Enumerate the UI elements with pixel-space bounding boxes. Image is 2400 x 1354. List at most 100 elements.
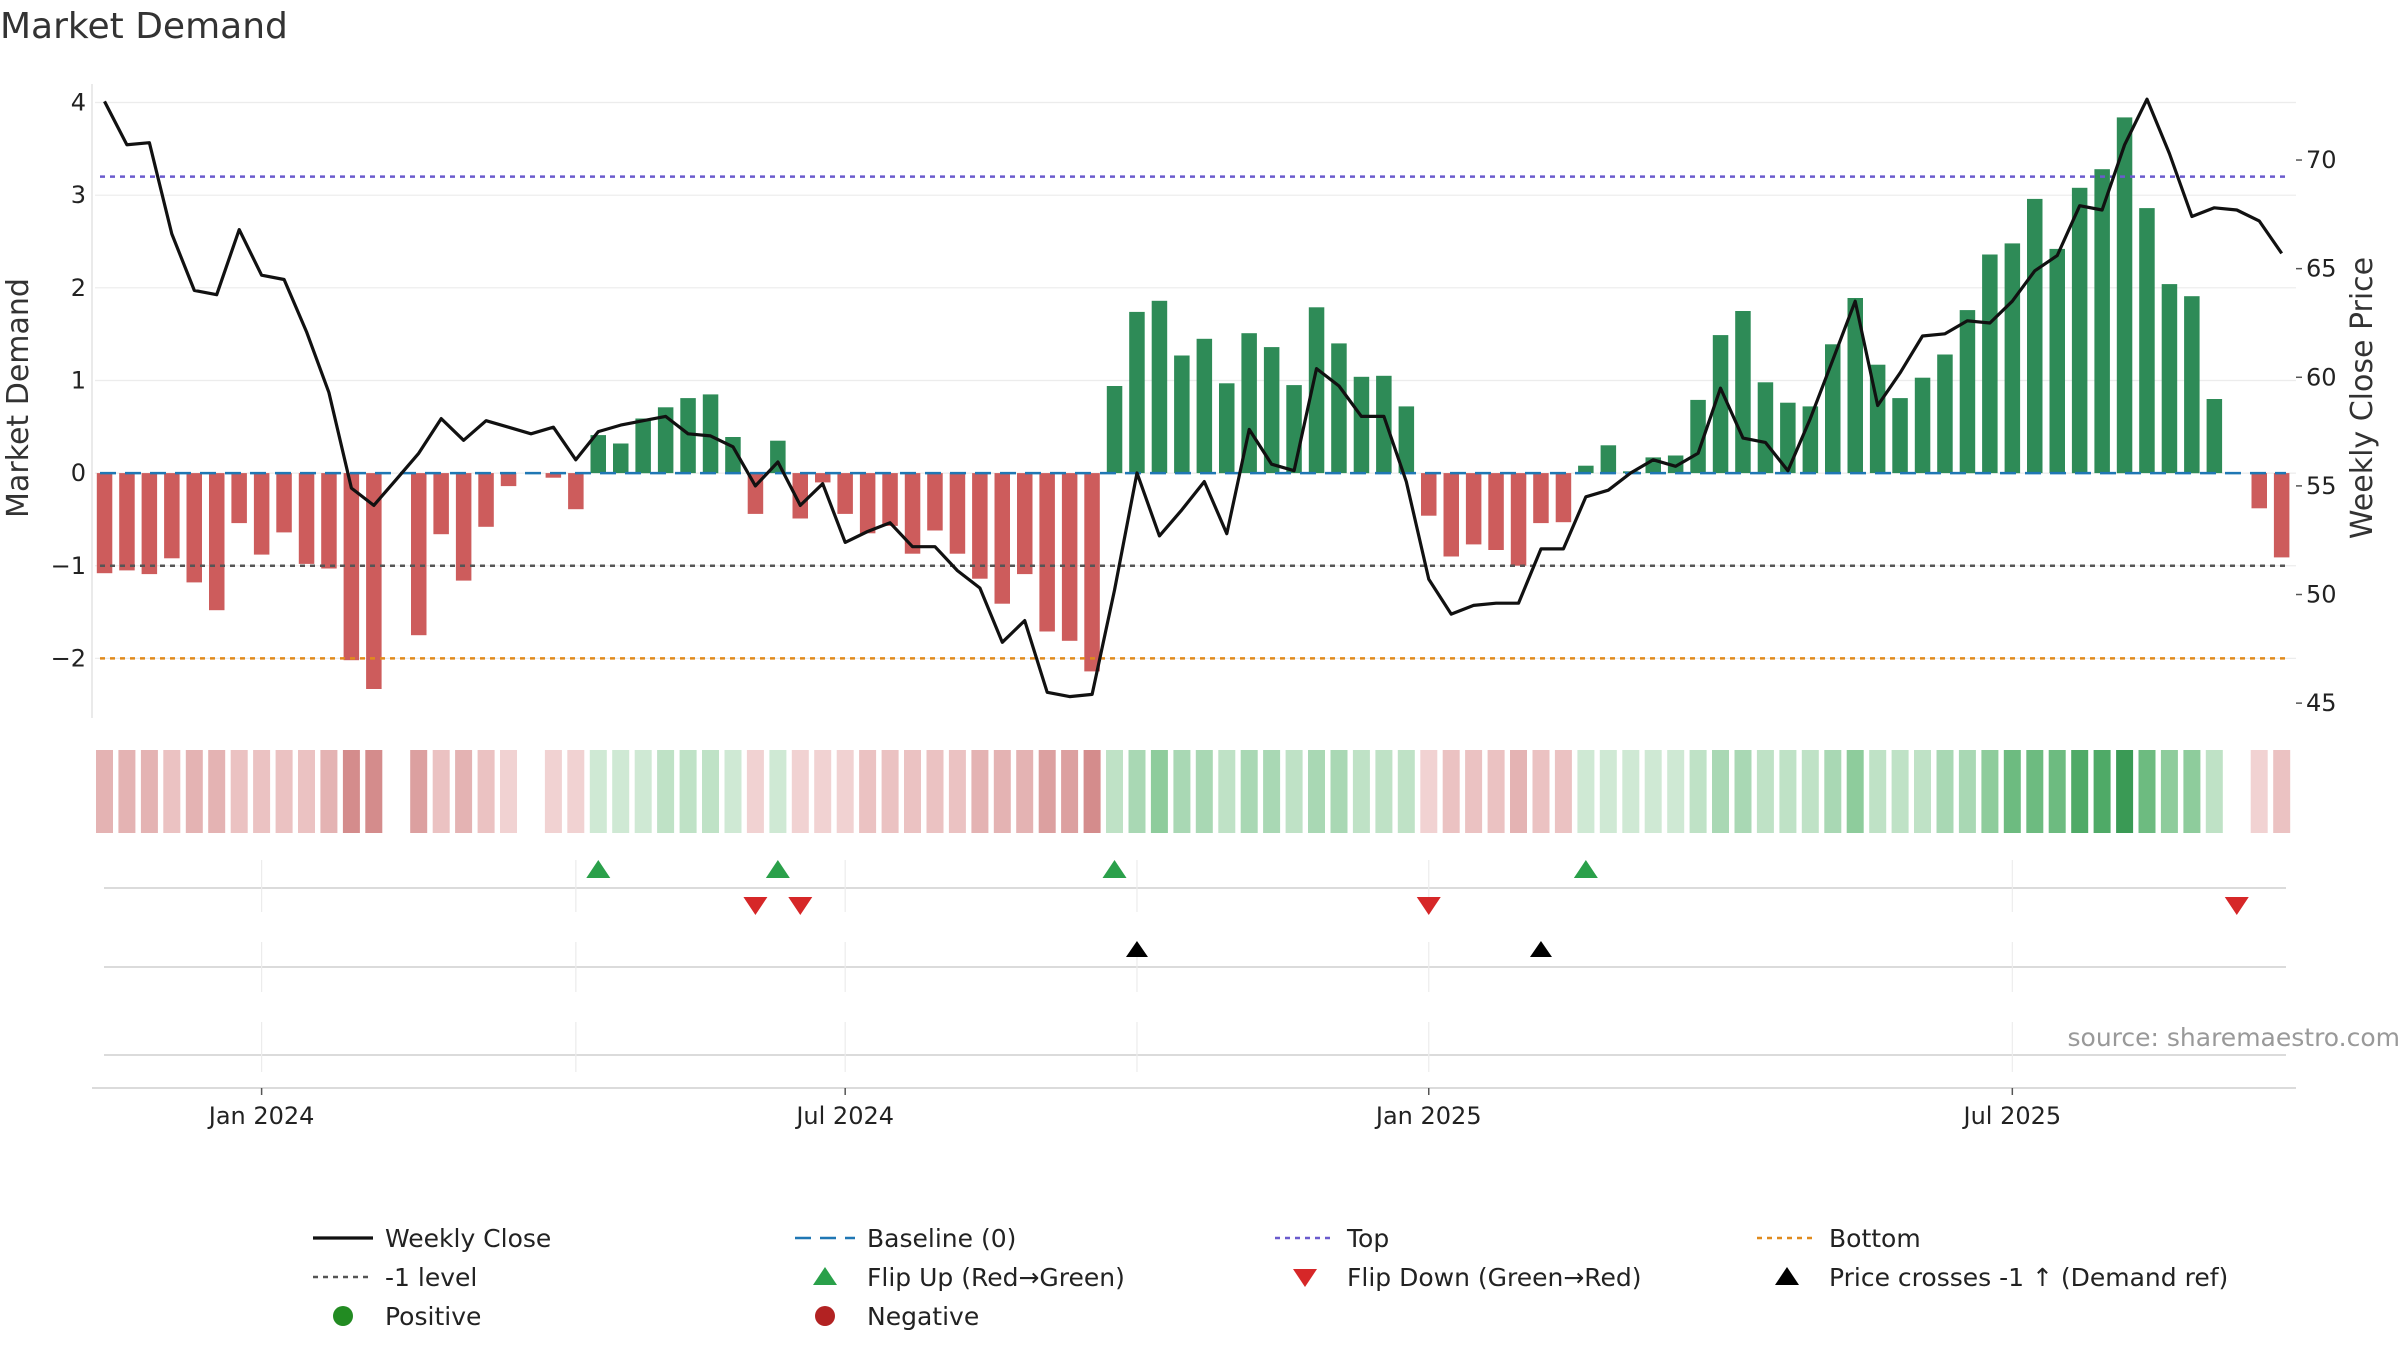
legend-label-7: Price crosses -1 ↑ (Demand ref) — [1829, 1263, 2228, 1292]
legend-label-4: -1 level — [385, 1263, 477, 1292]
demand-bar-96 — [2252, 473, 2268, 508]
strip-cell-65 — [1555, 750, 1572, 833]
strip-cell-56 — [1353, 750, 1370, 833]
strip-cell-44 — [1084, 750, 1101, 833]
legend-swatch-price-cross — [1775, 1267, 1799, 1285]
y-tick-left-1: 3 — [71, 181, 86, 209]
strip-cell-3 — [163, 750, 180, 833]
legend-label-0: Weekly Close — [385, 1224, 551, 1253]
demand-bar-8 — [276, 473, 292, 532]
strip-cell-58 — [1398, 750, 1415, 833]
demand-heat-strip — [96, 750, 2290, 833]
source-note: source: sharemaestro.com — [2068, 1023, 2400, 1052]
demand-bar-15 — [433, 473, 449, 534]
legend-label-6: Flip Down (Green→Red) — [1347, 1263, 1642, 1292]
demand-bar-2 — [142, 473, 158, 574]
demand-bar-3 — [164, 473, 180, 558]
strip-cell-80 — [1892, 750, 1909, 833]
flip-up-marker-3 — [1574, 860, 1598, 878]
strip-cell-85 — [2004, 750, 2021, 833]
demand-bar-84 — [1982, 255, 1998, 474]
strip-cell-72 — [1712, 750, 1729, 833]
demand-bar-63 — [1511, 473, 1527, 566]
strip-cell-76 — [1802, 750, 1819, 833]
strip-cell-31 — [792, 750, 809, 833]
date-tick-0: Jan 2024 — [207, 1102, 315, 1130]
strip-cell-66 — [1577, 750, 1594, 833]
demand-bar-87 — [2050, 249, 2066, 473]
strip-cell-91 — [2139, 750, 2156, 833]
strip-cell-38 — [949, 750, 966, 833]
flip-down-marker-1 — [788, 897, 812, 915]
demand-bar-89 — [2094, 169, 2110, 473]
strip-cell-25 — [657, 750, 674, 833]
strip-cell-29 — [747, 750, 764, 833]
strip-cell-93 — [2183, 750, 2200, 833]
strip-cell-6 — [231, 750, 248, 833]
demand-bar-17 — [478, 473, 494, 527]
demand-bar-73 — [1735, 311, 1751, 473]
strip-cell-90 — [2116, 750, 2133, 833]
demand-bar-7 — [254, 473, 270, 554]
strip-cell-89 — [2094, 750, 2111, 833]
demand-bar-82 — [1937, 355, 1953, 474]
demand-bar-80 — [1892, 398, 1908, 473]
demand-bar-24 — [635, 419, 651, 474]
strip-cell-62 — [1488, 750, 1505, 833]
strip-cell-33 — [837, 750, 854, 833]
strip-cell-96 — [2251, 750, 2268, 833]
legend-swatch-flip-down — [1293, 1269, 1317, 1287]
demand-bar-56 — [1354, 377, 1370, 473]
strip-cell-86 — [2026, 750, 2043, 833]
strip-cell-55 — [1331, 750, 1348, 833]
strip-cell-18 — [500, 750, 517, 833]
strip-cell-54 — [1308, 750, 1325, 833]
demand-bar-86 — [2027, 199, 2043, 473]
demand-bar-5 — [209, 473, 225, 610]
demand-bar-18 — [501, 473, 517, 486]
flip-up-marker-0 — [586, 860, 610, 878]
strip-cell-39 — [971, 750, 988, 833]
strip-cell-26 — [680, 750, 697, 833]
price-cross-marker-0 — [1126, 941, 1148, 957]
legend-label-1: Baseline (0) — [867, 1224, 1016, 1253]
demand-bar-1 — [119, 473, 135, 570]
y-tick-left-0: 4 — [71, 89, 86, 117]
strip-cell-41 — [1016, 750, 1033, 833]
demand-bar-48 — [1174, 356, 1190, 474]
strip-cell-52 — [1263, 750, 1280, 833]
demand-bar-16 — [456, 473, 472, 580]
strip-cell-63 — [1510, 750, 1527, 833]
demand-bar-57 — [1376, 376, 1392, 473]
strip-cell-1 — [118, 750, 135, 833]
strip-cell-20 — [545, 750, 562, 833]
strip-cell-57 — [1375, 750, 1392, 833]
strip-cell-45 — [1106, 750, 1123, 833]
strip-cell-69 — [1645, 750, 1662, 833]
strip-cell-64 — [1533, 750, 1550, 833]
strip-cell-51 — [1241, 750, 1258, 833]
y-tick-right-0: 70 — [2306, 146, 2337, 174]
strip-cell-16 — [455, 750, 472, 833]
demand-bar-64 — [1533, 473, 1549, 523]
price-cross-marker-1 — [1530, 941, 1552, 957]
flip-up-marker-1 — [766, 860, 790, 878]
demand-bar-74 — [1758, 382, 1774, 473]
date-tick-2: Jan 2025 — [1374, 1102, 1482, 1130]
strip-cell-2 — [141, 750, 158, 833]
demand-bar-47 — [1152, 301, 1168, 473]
demand-bar-91 — [2139, 208, 2155, 473]
strip-cell-9 — [298, 750, 315, 833]
demand-bar-55 — [1331, 343, 1347, 473]
demand-bar-59 — [1421, 473, 1437, 516]
demand-bar-97 — [2274, 473, 2290, 557]
strip-cell-87 — [2049, 750, 2066, 833]
demand-bar-46 — [1129, 312, 1145, 473]
strip-cell-7 — [253, 750, 270, 833]
y-tick-right-2: 60 — [2306, 363, 2337, 391]
demand-bar-65 — [1556, 473, 1572, 522]
demand-bar-39 — [972, 473, 988, 579]
